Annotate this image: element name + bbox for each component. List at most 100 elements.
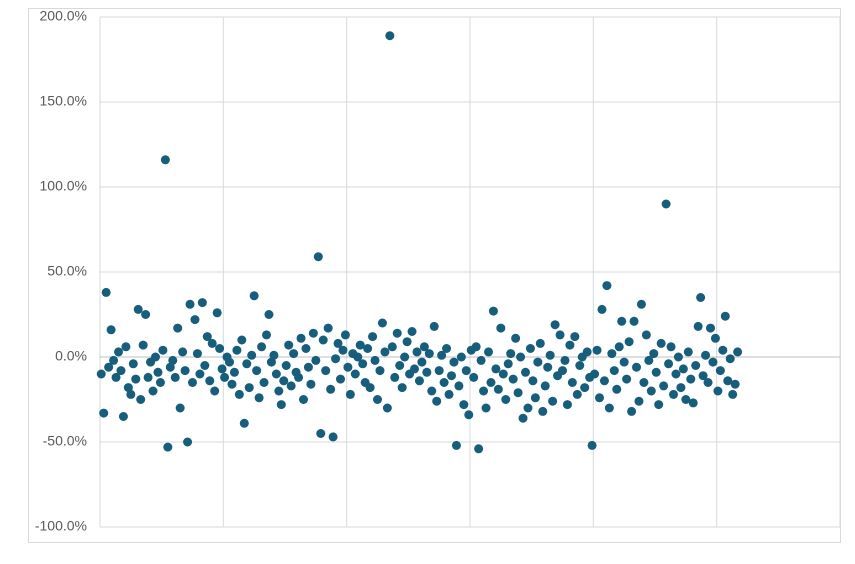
point <box>498 369 508 379</box>
point <box>525 344 535 353</box>
point <box>249 291 259 301</box>
point <box>639 378 649 387</box>
point <box>254 393 264 403</box>
point <box>109 355 119 365</box>
point <box>474 444 484 454</box>
point <box>345 389 355 399</box>
point <box>116 366 126 376</box>
point <box>555 330 565 340</box>
point <box>543 362 553 372</box>
y-tick-label: -50.0% <box>43 433 87 449</box>
point <box>501 395 511 404</box>
point <box>456 352 466 362</box>
point <box>673 352 683 362</box>
y-tick-label: 150.0% <box>40 93 87 109</box>
point <box>570 332 580 342</box>
point <box>237 335 247 345</box>
point <box>419 342 429 352</box>
point <box>676 383 686 393</box>
point <box>99 408 109 418</box>
point <box>316 429 326 438</box>
point <box>691 361 701 370</box>
point <box>385 31 395 41</box>
point <box>533 357 543 367</box>
point <box>641 330 651 340</box>
point <box>432 396 442 406</box>
point <box>202 332 212 342</box>
point <box>262 330 271 340</box>
point <box>595 393 604 403</box>
point <box>627 406 637 416</box>
point <box>683 347 693 357</box>
point <box>602 281 612 291</box>
point <box>565 340 575 350</box>
point <box>540 381 550 391</box>
point <box>279 376 289 386</box>
point <box>160 155 170 165</box>
point <box>343 362 353 372</box>
point <box>128 359 138 369</box>
point <box>306 379 316 389</box>
point <box>516 352 526 362</box>
point <box>572 389 582 399</box>
point <box>133 304 143 314</box>
point <box>387 342 397 352</box>
point <box>688 398 698 408</box>
point <box>289 349 299 359</box>
point <box>728 389 738 399</box>
point <box>417 357 427 367</box>
point <box>454 381 464 391</box>
point <box>175 403 185 413</box>
point <box>636 299 646 309</box>
point <box>469 372 479 382</box>
point <box>104 362 114 372</box>
point <box>168 355 178 365</box>
point <box>205 376 215 386</box>
y-tick-label: 50.0% <box>47 263 87 279</box>
point <box>607 349 617 359</box>
point <box>491 364 501 374</box>
point <box>257 342 267 352</box>
point <box>718 345 728 355</box>
point <box>713 386 723 396</box>
point <box>412 347 422 357</box>
point <box>328 432 338 442</box>
point <box>148 386 158 396</box>
point <box>604 403 614 413</box>
point <box>548 396 558 406</box>
point <box>210 386 220 396</box>
point <box>521 367 530 377</box>
point <box>200 361 210 370</box>
point <box>183 437 193 447</box>
point <box>614 342 624 352</box>
y-tick-label: 100.0% <box>40 178 87 194</box>
point <box>646 386 656 396</box>
point <box>311 355 321 365</box>
point <box>538 406 548 416</box>
point <box>239 418 249 428</box>
point <box>301 344 311 353</box>
point <box>530 393 540 403</box>
point <box>437 350 447 360</box>
point <box>143 372 153 382</box>
point <box>725 354 735 364</box>
point <box>207 338 217 348</box>
point <box>284 340 294 350</box>
point <box>439 378 449 387</box>
point <box>545 350 555 360</box>
point <box>101 287 111 297</box>
point <box>259 378 269 387</box>
point <box>136 395 146 404</box>
point <box>518 413 528 423</box>
point <box>353 352 363 362</box>
point <box>331 354 341 364</box>
point <box>496 323 506 333</box>
point <box>632 362 641 372</box>
point <box>451 440 461 450</box>
point <box>550 320 560 330</box>
point <box>321 366 331 376</box>
point <box>730 379 740 389</box>
point <box>370 355 380 365</box>
point <box>323 323 333 333</box>
